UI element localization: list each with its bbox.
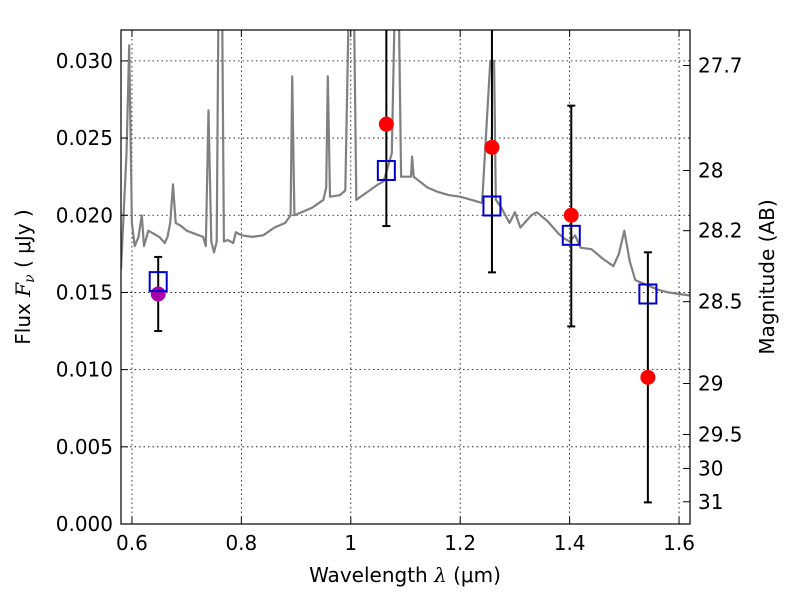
y-tick-label: 0.020 <box>56 203 113 227</box>
grid-lines <box>121 30 690 525</box>
y-tick-label: 0.005 <box>56 435 113 459</box>
observed-point <box>378 116 394 132</box>
observed-points <box>150 116 656 385</box>
y-tick-label: 0.010 <box>56 358 113 382</box>
errorbars <box>154 30 652 504</box>
magnitude-tick-label: 29 <box>698 372 723 396</box>
x-tick-label: 1.4 <box>554 531 586 555</box>
observed-point <box>563 207 579 223</box>
y-axis-ticks: 0.000 0.005 0.010 0.015 0.020 0.025 0.030 <box>56 49 128 536</box>
x-axis-label: Wavelength λ (μm) <box>309 563 501 587</box>
plot-frame <box>120 29 691 525</box>
model-point <box>561 224 581 246</box>
x-axis-ticks: 0.6 0.8 1 1.2 1.4 1.6 <box>116 30 695 555</box>
model-point <box>482 195 502 217</box>
x-tick-label: 1.6 <box>663 531 695 555</box>
magnitude-tick-label: 28.5 <box>698 290 743 314</box>
magnitude-tick-label: 27.7 <box>698 54 743 78</box>
magnitude-tick-label: 28 <box>698 158 723 182</box>
x-tick-label: 0.6 <box>116 531 148 555</box>
y-tick-label: 0.025 <box>56 126 113 150</box>
magnitude-axis-ticks: 27.7 28 28.2 28.5 29 29.5 30 31 <box>683 54 743 514</box>
observed-point <box>640 369 656 385</box>
model-point <box>376 159 396 181</box>
observed-point <box>484 139 500 155</box>
y-axis-label: Flux Fν ( μJy ) <box>11 209 38 344</box>
magnitude-axis-label: Magnitude (AB) <box>755 199 779 354</box>
x-tick-label: 1 <box>344 531 357 555</box>
x-tick-label: 0.8 <box>225 531 257 555</box>
spectrum-line <box>121 30 690 297</box>
model-points <box>148 159 658 305</box>
y-tick-label: 0.030 <box>56 49 113 73</box>
model-point <box>638 283 658 305</box>
y-tick-label: 0.000 <box>56 512 113 536</box>
magnitude-tick-label: 31 <box>698 490 723 514</box>
y-tick-label: 0.015 <box>56 280 113 304</box>
model-point <box>148 271 168 293</box>
magnitude-tick-label: 30 <box>698 456 723 480</box>
magnitude-tick-label: 28.2 <box>698 219 743 243</box>
x-tick-label: 1.2 <box>444 531 476 555</box>
magnitude-tick-label: 29.5 <box>698 422 743 446</box>
observed-point <box>150 286 166 302</box>
